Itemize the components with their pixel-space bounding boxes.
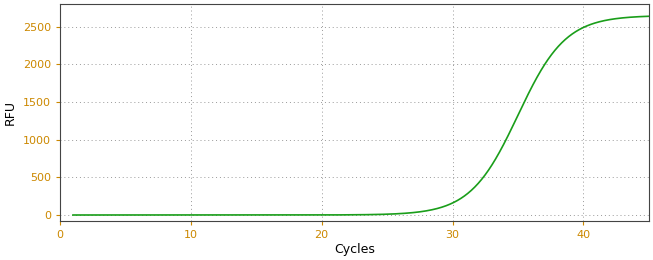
X-axis label: Cycles: Cycles <box>334 243 375 256</box>
Y-axis label: RFU: RFU <box>4 100 17 125</box>
